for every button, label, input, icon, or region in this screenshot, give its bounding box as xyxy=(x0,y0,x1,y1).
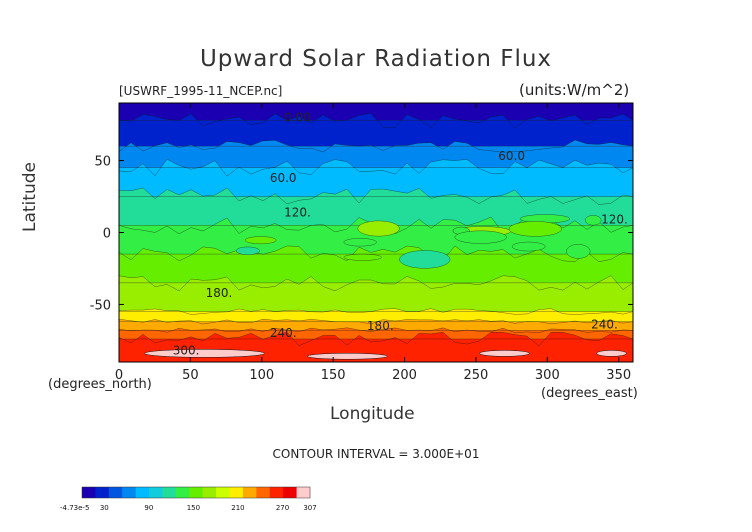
colorbar-swatch xyxy=(229,487,244,498)
y-axis-ticks: -50 0 50 xyxy=(90,155,633,313)
colorbar-tick-label: 307 xyxy=(303,504,316,512)
colorbar-swatch xyxy=(242,487,257,498)
contour-edge xyxy=(119,158,633,177)
contour-edge xyxy=(119,331,633,347)
x-tick-label: 300 xyxy=(535,368,560,383)
lat-band xyxy=(119,120,633,147)
contour-edge xyxy=(119,327,633,334)
x-tick-label: 350 xyxy=(606,368,631,383)
colorbar-swatch xyxy=(122,487,137,498)
contour-label: 240. xyxy=(591,318,618,332)
contour-edge xyxy=(119,245,633,263)
contour-patch xyxy=(399,250,451,269)
colorbar-swatch xyxy=(135,487,150,498)
x-axis-ticks: 0 50 100 150 200 250 300 350 xyxy=(115,103,631,383)
heatmap-detail xyxy=(119,113,633,360)
colorbar-swatch xyxy=(162,487,177,498)
colorbar-swatch xyxy=(216,487,231,498)
contour-label: 240. xyxy=(270,326,297,340)
y-tick-label: 0 xyxy=(103,227,111,242)
contour-label: 0.00 xyxy=(284,110,311,124)
colorbar-swatch xyxy=(149,487,163,498)
colorbar-tick-label: 270 xyxy=(276,504,289,512)
contour-label: 120. xyxy=(284,205,311,219)
contour-label: 120. xyxy=(601,213,628,227)
contour-patch xyxy=(508,221,562,237)
lat-band xyxy=(119,103,633,121)
y-tick-label: 50 xyxy=(94,155,111,170)
units-label: (units:W/m^2) xyxy=(519,81,630,99)
contour-edge xyxy=(119,187,633,205)
colorbar-frame xyxy=(81,486,311,499)
lat-band xyxy=(119,311,633,322)
contour-edge xyxy=(119,275,633,292)
heatmap-bands xyxy=(119,103,633,362)
colorbar-swatch xyxy=(296,487,311,498)
lat-band xyxy=(119,321,633,331)
contour-patch xyxy=(454,230,507,244)
contour-label: 300. xyxy=(173,343,200,357)
colorbar-swatch xyxy=(189,487,204,498)
contour-patch xyxy=(511,241,546,252)
contour-patch xyxy=(584,215,602,226)
contour-patch xyxy=(343,238,377,247)
x-tick-label: 50 xyxy=(182,368,199,383)
contour-edge xyxy=(119,318,633,325)
contour-patch xyxy=(566,244,591,259)
contour-edge xyxy=(119,308,633,315)
y-units-note: (degrees_north) xyxy=(48,377,152,392)
chart-title: Upward Solar Radiation Flux xyxy=(199,46,553,72)
x-tick-label: 250 xyxy=(464,368,489,383)
colorbar-swatch xyxy=(202,487,217,498)
contour-patch xyxy=(144,349,265,358)
contour-label: 180. xyxy=(206,286,233,300)
colorbar-tick-label: -4.73e-5 xyxy=(60,504,89,512)
colorbar-tick-label: 150 xyxy=(187,504,200,512)
contour-labels: 0.00 60.0 60.0 120. 120. 180. 180. 240. 240. 300. xyxy=(173,110,628,357)
x-tick-label: 150 xyxy=(321,368,346,383)
lat-band xyxy=(119,330,633,339)
contour-patch xyxy=(244,236,277,245)
x-tick-label: 200 xyxy=(392,368,417,383)
colorbar-swatch xyxy=(283,487,298,498)
colorbar-swatch xyxy=(108,487,123,498)
colorbar: -4.73e-5 30 90 150 210 270 307 xyxy=(60,486,317,512)
contour-label: 60.0 xyxy=(270,171,297,185)
contour-edge xyxy=(119,139,633,153)
contour-patch xyxy=(343,253,382,261)
colorbar-tick-label: 90 xyxy=(144,504,153,512)
contour-label: 180. xyxy=(367,319,394,333)
colorbar-swatch xyxy=(175,487,190,498)
contour-edge xyxy=(119,113,633,129)
contour-patch xyxy=(235,246,260,255)
contour-patch xyxy=(307,352,388,360)
colorbar-tick-label: 30 xyxy=(100,504,109,512)
x-axis-label: Longitude xyxy=(330,404,415,424)
contour-interval-text: CONTOUR INTERVAL = 3.000E+01 xyxy=(272,447,480,461)
colorbar-tick-label: 210 xyxy=(231,504,244,512)
x-tick-label: 100 xyxy=(249,368,274,383)
contour-label: 60.0 xyxy=(498,149,525,163)
colorbar-swatch xyxy=(256,487,271,498)
y-tick-label: -50 xyxy=(90,298,111,313)
colorbar-swatch xyxy=(95,487,110,498)
colorbar-swatch xyxy=(269,487,284,498)
x-units-note: (degrees_east) xyxy=(541,386,638,401)
file-label: [USWRF_1995-11_NCEP.nc] xyxy=(119,84,283,98)
contour-patch xyxy=(596,350,627,357)
lat-band xyxy=(119,146,633,168)
colorbar-swatch xyxy=(82,487,96,498)
contour-patch xyxy=(357,220,400,237)
contour-patch xyxy=(479,350,530,357)
x-tick-label: 0 xyxy=(115,368,123,383)
